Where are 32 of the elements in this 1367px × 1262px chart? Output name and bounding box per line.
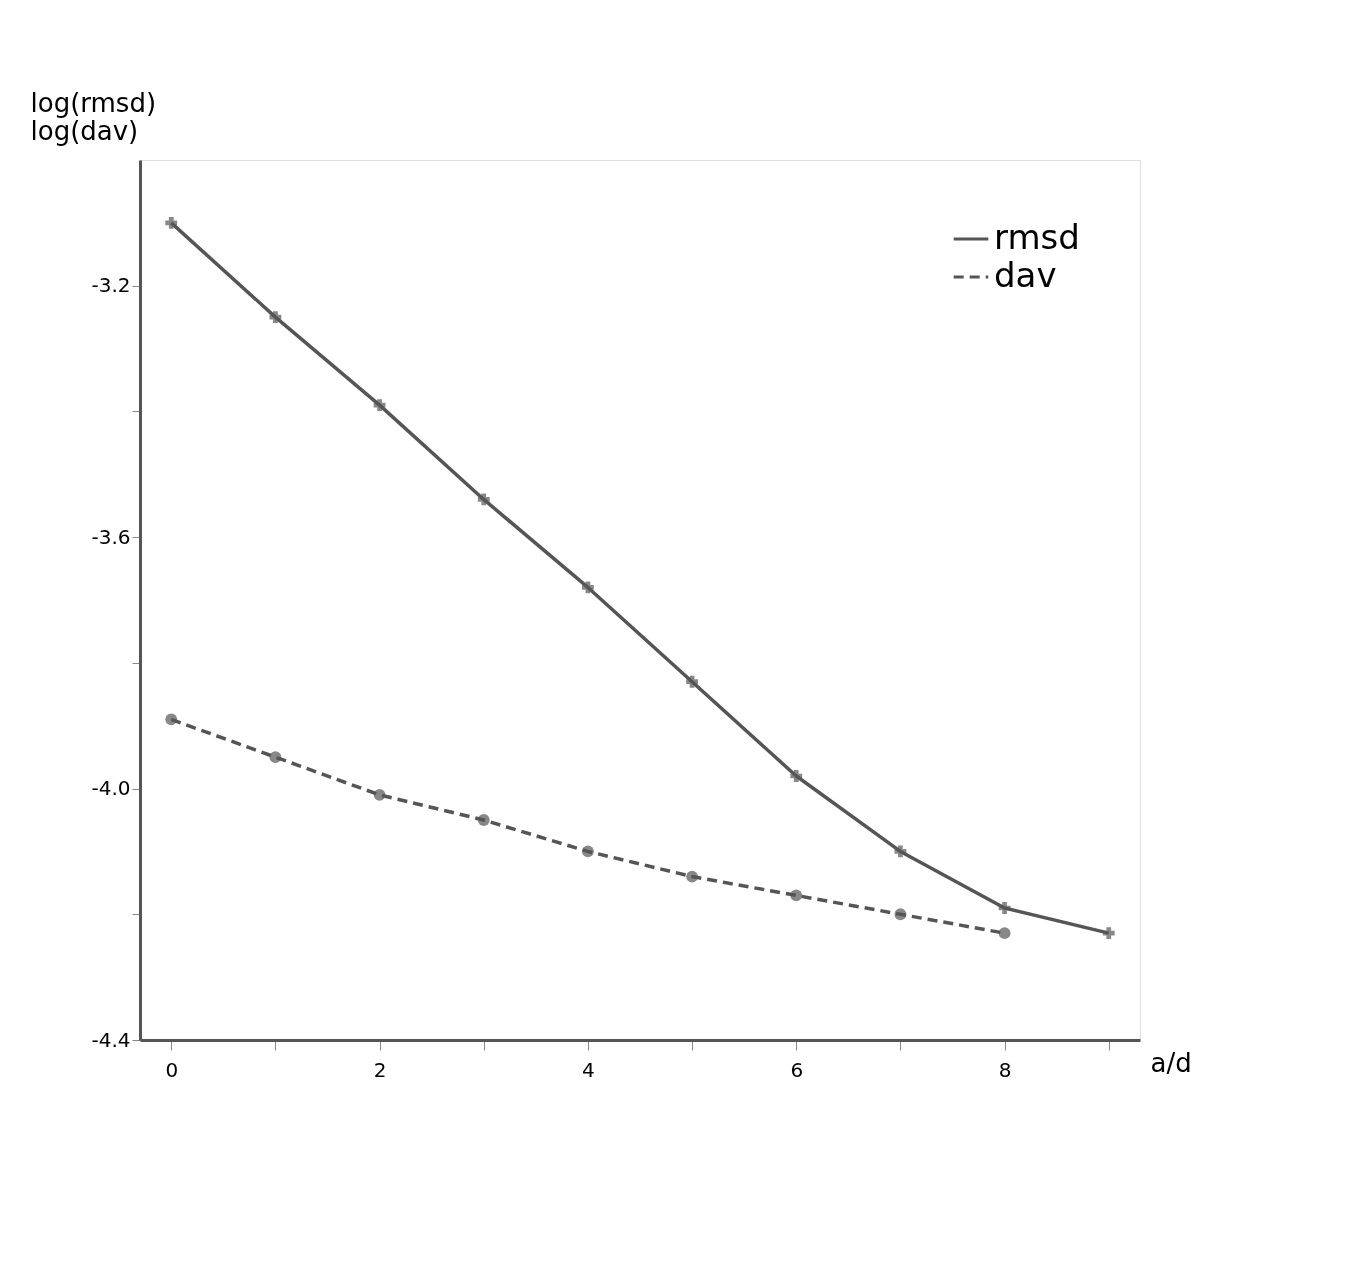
point bbox=[269, 311, 282, 324]
point bbox=[686, 870, 698, 883]
point bbox=[477, 493, 490, 506]
x-tick-label: 2 bbox=[373, 1057, 387, 1082]
point bbox=[477, 814, 490, 826]
y-tick-label: -4.0 bbox=[91, 776, 131, 801]
point bbox=[1102, 927, 1115, 940]
point bbox=[373, 788, 386, 801]
legend-label: dav bbox=[994, 255, 1057, 295]
x-tick-label: 4 bbox=[582, 1057, 595, 1082]
point bbox=[582, 581, 594, 594]
point bbox=[790, 889, 803, 902]
point bbox=[269, 751, 282, 764]
point bbox=[998, 902, 1011, 914]
point bbox=[894, 845, 907, 858]
point bbox=[790, 770, 803, 782]
point bbox=[165, 216, 178, 229]
y-tick-label: -4.4 bbox=[91, 1027, 131, 1052]
point bbox=[373, 399, 386, 412]
y-tick-label: -3.6 bbox=[91, 524, 131, 549]
point bbox=[165, 713, 178, 726]
legend-label: rmsd bbox=[994, 217, 1080, 257]
y-axis-title: log(rmsd) log(dav) bbox=[30, 87, 157, 146]
x-tick-label: 0 bbox=[165, 1057, 179, 1082]
point bbox=[582, 845, 594, 858]
y-tick-label: -3.2 bbox=[91, 273, 131, 298]
x-axis-title: a/d bbox=[1150, 1047, 1192, 1078]
point bbox=[686, 675, 698, 688]
x-tick-label: 6 bbox=[790, 1057, 804, 1082]
x-tick-label: 8 bbox=[998, 1057, 1012, 1082]
point bbox=[998, 927, 1011, 940]
point bbox=[894, 908, 907, 921]
